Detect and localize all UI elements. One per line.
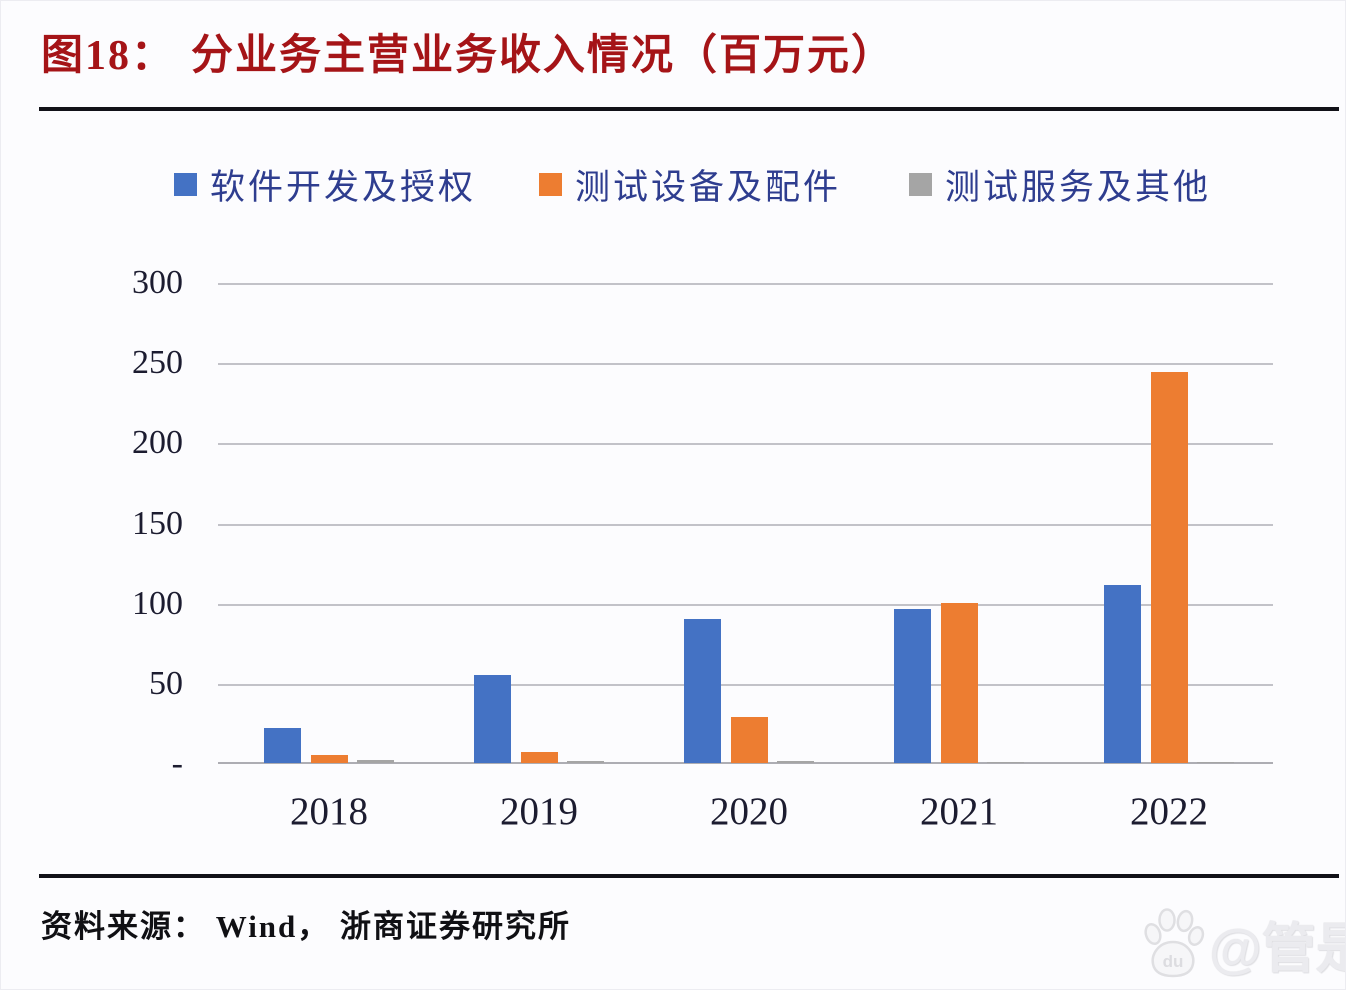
bar-2021-series0 — [894, 609, 931, 763]
bar-2021-series1 — [940, 603, 978, 763]
plot-area — [218, 283, 1273, 764]
x-tick-label: 2018 — [290, 790, 368, 833]
legend-label: 软件开发及授权 — [210, 167, 477, 207]
y-tick-label: - — [171, 745, 183, 782]
source-divider — [39, 874, 1339, 878]
legend-item-software: 软件开发及授权 — [174, 164, 476, 207]
legend-item-services: 测试服务及其他 — [909, 164, 1211, 207]
bar-2020-series1 — [730, 717, 768, 763]
bar-2018-series1 — [310, 755, 348, 763]
title-underline — [39, 107, 1339, 111]
x-tick-label: 2019 — [500, 790, 578, 833]
legend-swatch-gray — [909, 172, 932, 196]
bar-2019-series1 — [520, 752, 558, 763]
x-tick-label: 2021 — [920, 790, 998, 833]
y-axis-labels: - 50 100 150 200 250 300 — [61, 264, 183, 782]
bar-2022-series1 — [1150, 372, 1188, 763]
bar-2020-series2 — [777, 761, 814, 763]
bar-2021-series2 — [987, 762, 1024, 763]
legend-swatch-orange — [539, 172, 562, 196]
bar-2019-series0 — [474, 675, 511, 763]
y-tick-label: 250 — [132, 344, 183, 381]
bar-2018-series2 — [357, 760, 394, 763]
bar-2022-series0 — [1104, 585, 1141, 763]
baidu-paw-icon: du — [1144, 908, 1205, 978]
y-tick-label: 150 — [132, 505, 183, 542]
y-tick-label: 100 — [132, 585, 183, 622]
legend-swatch-blue — [174, 172, 197, 196]
bar-2019-series2 — [567, 761, 604, 763]
paw-du-label: du — [1163, 952, 1184, 971]
y-tick-label: 300 — [132, 264, 183, 301]
watermark: du @管是 — [1141, 899, 1345, 987]
y-tick-label: 200 — [132, 424, 183, 461]
x-axis-baseline — [218, 762, 1273, 764]
legend-label: 测试服务及其他 — [945, 167, 1212, 207]
y-tick-label: 50 — [149, 665, 183, 702]
figure-title: 分业务主营业务收入情况（百万元） — [191, 33, 896, 79]
gridline — [218, 684, 1273, 686]
legend-label: 测试设备及配件 — [575, 167, 842, 207]
x-tick-label: 2022 — [1130, 790, 1208, 833]
x-tick-label: 2020 — [710, 790, 788, 833]
watermark-text: @管是 — [1209, 918, 1345, 979]
gridline — [218, 363, 1273, 365]
x-axis-labels: 2018 2019 2020 2021 2022 — [218, 789, 1273, 849]
gridline — [218, 283, 1273, 285]
legend-item-equipment: 测试设备及配件 — [539, 164, 841, 207]
bar-2022-series2 — [1197, 762, 1234, 763]
gridline — [218, 524, 1273, 526]
bar-2020-series0 — [684, 619, 721, 763]
figure-number-label: 图18： — [41, 33, 176, 79]
gridline — [218, 604, 1273, 606]
bar-2018-series0 — [264, 728, 301, 763]
gridline — [218, 443, 1273, 445]
source-text: 资料来源： Wind， 浙商证券研究所 — [41, 909, 572, 944]
